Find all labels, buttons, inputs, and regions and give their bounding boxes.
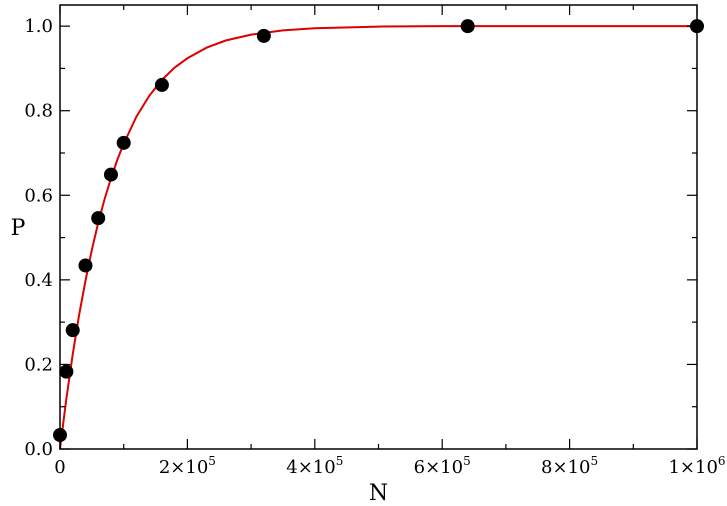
x-tick-label: 6×105 (414, 454, 471, 478)
y-axis: 0.0 0.2 0.4 0.6 0.8 1.0 (24, 16, 697, 460)
data-points-layer (53, 19, 704, 443)
y-tick-label: 0.0 (24, 439, 53, 460)
x-tick-label: 0 (54, 457, 65, 478)
data-point (460, 19, 475, 34)
x-tick-label: 8×105 (541, 454, 598, 478)
fit-curve-line (59, 25, 697, 450)
data-point (78, 258, 93, 273)
x-axis: 0 2×105 4×105 6×105 8×105 1×106 (54, 5, 726, 478)
y-tick-label: 0.4 (24, 270, 53, 291)
data-point (91, 211, 106, 226)
data-point (65, 323, 80, 338)
fit-curve-layer (59, 25, 697, 450)
data-point (103, 167, 118, 182)
data-point (59, 364, 74, 379)
plot-frame (59, 4, 698, 450)
x-axis-title: N (369, 481, 388, 506)
y-tick-label: 0.6 (24, 185, 53, 206)
x-tick-label: 2×105 (159, 454, 216, 478)
y-tick-label: 0.8 (24, 101, 53, 122)
x-tick-label: 4×105 (286, 454, 343, 478)
data-point (154, 77, 169, 92)
y-axis-title: P (11, 216, 26, 241)
data-point (256, 28, 271, 43)
data-point (116, 135, 131, 150)
x-tick-label: 1×106 (668, 454, 725, 478)
y-tick-label: 1.0 (24, 16, 53, 37)
y-tick-label: 0.2 (24, 354, 53, 375)
